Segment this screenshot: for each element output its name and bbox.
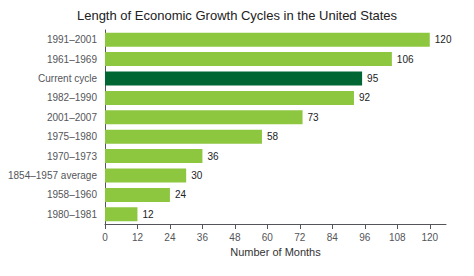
svg-text:Length of Economic Growth Cycl: Length of Economic Growth Cycles in the … bbox=[77, 8, 398, 23]
svg-text:30: 30 bbox=[191, 170, 203, 181]
svg-text:73: 73 bbox=[308, 112, 320, 123]
svg-text:92: 92 bbox=[359, 92, 371, 103]
svg-text:1970–1973: 1970–1973 bbox=[47, 151, 97, 162]
svg-text:24: 24 bbox=[175, 189, 187, 200]
svg-text:12: 12 bbox=[132, 232, 144, 243]
svg-text:1982–1990: 1982–1990 bbox=[47, 92, 97, 103]
svg-text:36: 36 bbox=[207, 151, 219, 162]
svg-text:36: 36 bbox=[197, 232, 209, 243]
svg-text:96: 96 bbox=[359, 232, 371, 243]
svg-text:108: 108 bbox=[389, 232, 406, 243]
svg-text:60: 60 bbox=[262, 232, 274, 243]
svg-text:24: 24 bbox=[164, 232, 176, 243]
svg-text:1958–1960: 1958–1960 bbox=[47, 189, 97, 200]
svg-text:95: 95 bbox=[367, 73, 379, 84]
svg-text:120: 120 bbox=[435, 34, 452, 45]
svg-text:Current cycle: Current cycle bbox=[38, 73, 97, 84]
svg-text:2001–2007: 2001–2007 bbox=[47, 112, 97, 123]
svg-text:84: 84 bbox=[327, 232, 339, 243]
svg-text:48: 48 bbox=[229, 232, 241, 243]
svg-text:1854–1957 average: 1854–1957 average bbox=[8, 170, 97, 181]
svg-text:1975–1980: 1975–1980 bbox=[47, 131, 97, 142]
svg-text:120: 120 bbox=[421, 232, 438, 243]
svg-text:Number of Months: Number of Months bbox=[230, 246, 321, 258]
svg-text:12: 12 bbox=[142, 209, 154, 220]
svg-text:72: 72 bbox=[294, 232, 306, 243]
svg-text:58: 58 bbox=[267, 131, 279, 142]
svg-text:1980–1981: 1980–1981 bbox=[47, 209, 97, 220]
svg-text:0: 0 bbox=[102, 232, 108, 243]
svg-text:106: 106 bbox=[397, 54, 414, 65]
svg-text:1961–1969: 1961–1969 bbox=[47, 54, 97, 65]
svg-text:1991–2001: 1991–2001 bbox=[47, 34, 97, 45]
